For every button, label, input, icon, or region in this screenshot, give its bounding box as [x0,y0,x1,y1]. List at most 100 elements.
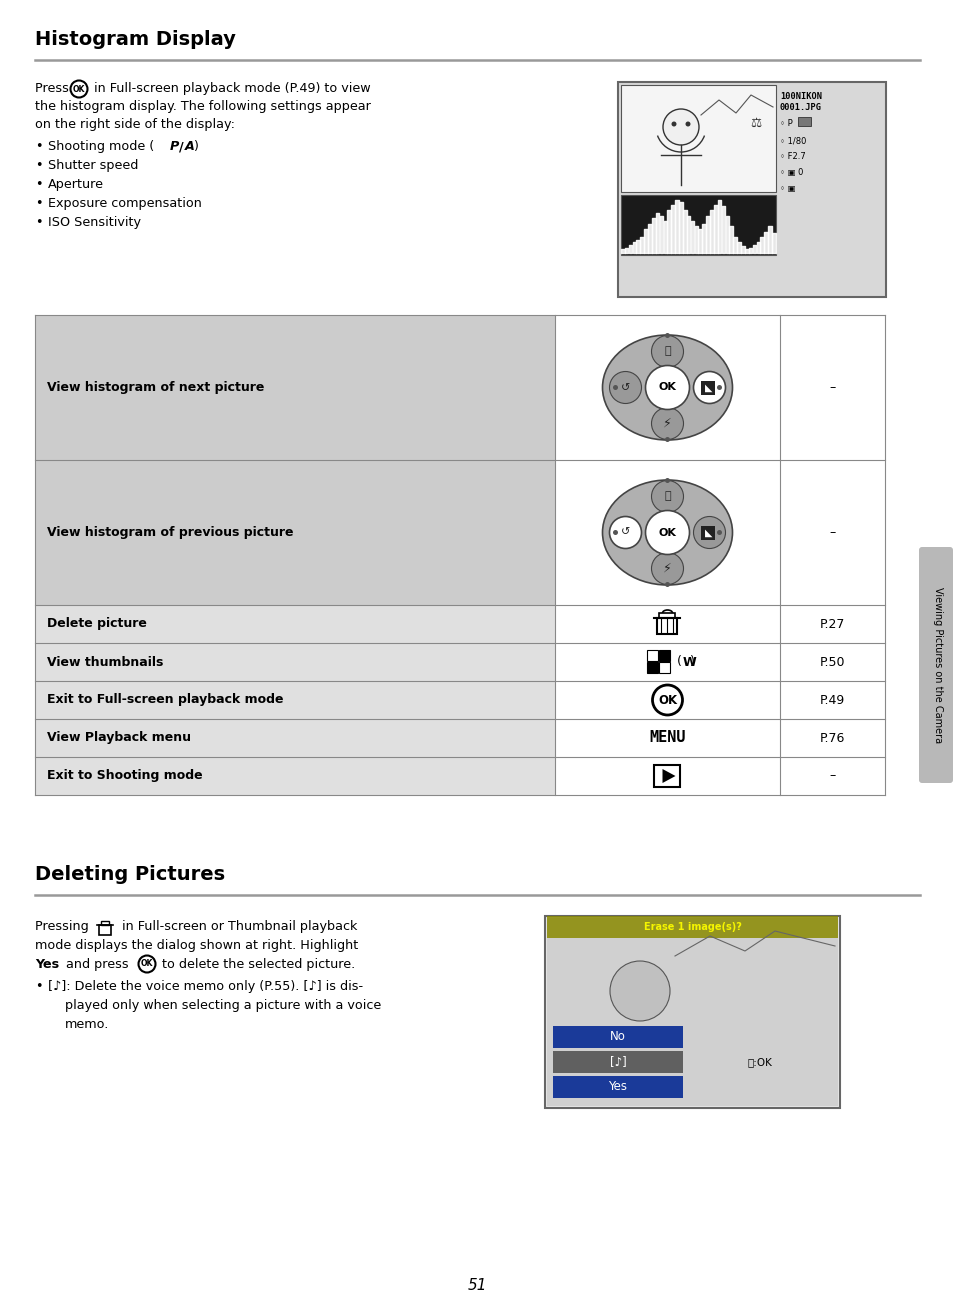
Bar [546,916,837,938]
Circle shape [664,438,669,442]
Text: OK: OK [658,527,676,537]
Text: View histogram of previous picture: View histogram of previous picture [47,526,294,539]
Text: ): ) [689,656,694,669]
Bar [618,81,885,297]
Text: •: • [35,177,43,191]
Circle shape [693,516,724,548]
Text: –: – [828,381,835,394]
Text: OK: OK [141,959,153,968]
Text: Press: Press [35,81,72,95]
Text: ): ) [193,141,197,152]
Circle shape [651,481,682,512]
Bar [659,650,670,661]
Bar [553,1076,682,1099]
Bar [700,381,715,394]
Text: ◦ ▣ 0: ◦ ▣ 0 [780,168,802,177]
Circle shape [651,407,682,439]
Text: •: • [35,197,43,210]
Bar [659,614,675,618]
Bar [35,460,555,604]
Text: ↺: ↺ [620,527,630,537]
Text: Histogram Display: Histogram Display [35,30,235,49]
Text: ◦ 1/80: ◦ 1/80 [780,137,805,145]
Text: Erase 1 image(s)?: Erase 1 image(s)? [643,922,740,932]
Circle shape [645,365,689,410]
Text: View histogram of next picture: View histogram of next picture [47,381,264,394]
Text: ISO Sensitivity: ISO Sensitivity [48,215,141,229]
Bar [780,643,884,681]
Text: ◦ ▣: ◦ ▣ [780,184,795,193]
Text: P.76: P.76 [819,732,844,745]
Bar [35,315,555,460]
Text: W: W [681,656,696,669]
Bar [35,681,555,719]
Text: 100NIKON: 100NIKON [780,92,821,101]
Text: the histogram display. The following settings appear: the histogram display. The following set… [35,100,371,113]
Bar [555,719,780,757]
Bar [35,604,555,643]
Text: 0001.JPG: 0001.JPG [780,102,821,112]
Circle shape [651,552,682,585]
Bar [35,757,555,795]
Text: View Playback menu: View Playback menu [47,732,191,745]
Circle shape [717,385,721,390]
Circle shape [651,335,682,368]
Text: 51: 51 [467,1279,486,1293]
Text: P: P [170,141,179,152]
Text: memo.: memo. [65,1018,110,1031]
Circle shape [717,530,721,535]
Circle shape [613,385,618,390]
Text: ⚖: ⚖ [750,117,760,130]
Bar [620,85,775,192]
Bar [555,757,780,795]
Text: ↺: ↺ [620,382,630,393]
Bar [555,460,780,604]
Circle shape [662,109,699,145]
Circle shape [664,478,669,484]
Bar [797,117,810,126]
Text: 🌼: 🌼 [663,347,670,356]
Bar [101,921,109,925]
Text: ◣: ◣ [704,527,712,537]
Bar [553,1051,682,1074]
Bar [700,526,715,540]
Bar [780,604,884,643]
Polygon shape [661,769,675,783]
Text: played only when selecting a picture with a voice: played only when selecting a picture wit… [65,999,381,1012]
Bar [35,719,555,757]
Text: to delete the selected picture.: to delete the selected picture. [158,958,355,971]
Text: MENU: MENU [649,731,685,745]
Circle shape [693,372,724,403]
FancyBboxPatch shape [918,547,952,783]
Text: Ⓚ:OK: Ⓚ:OK [747,1056,772,1067]
Circle shape [609,961,669,1021]
Text: •: • [35,215,43,229]
Text: OK: OK [72,84,85,93]
Text: OK: OK [658,382,676,393]
Bar [780,460,884,604]
Circle shape [645,511,689,555]
Text: View thumbnails: View thumbnails [47,656,163,669]
Bar [780,315,884,460]
Bar [654,765,679,787]
Text: in Full-screen or Thumbnail playback: in Full-screen or Thumbnail playback [118,920,357,933]
Text: A: A [185,141,194,152]
Text: ◦ F2.7: ◦ F2.7 [780,152,805,162]
Text: (: ( [673,656,681,669]
Text: ⚡: ⚡ [662,562,671,576]
Text: ⚡: ⚡ [662,417,671,430]
Circle shape [664,582,669,587]
Text: Deleting Pictures: Deleting Pictures [35,865,225,884]
Bar [553,1026,682,1049]
Text: Shooting mode (: Shooting mode ( [48,141,154,152]
Bar [647,650,658,661]
Text: Shutter speed: Shutter speed [48,159,138,172]
Text: Yes: Yes [608,1080,627,1093]
Bar [544,916,840,1108]
Circle shape [664,332,669,338]
Bar [620,194,775,255]
Text: ◣: ◣ [704,382,712,393]
Text: [♪]: [♪] [609,1055,626,1068]
Text: Viewing Pictures on the Camera: Viewing Pictures on the Camera [932,587,942,742]
Ellipse shape [602,335,732,440]
